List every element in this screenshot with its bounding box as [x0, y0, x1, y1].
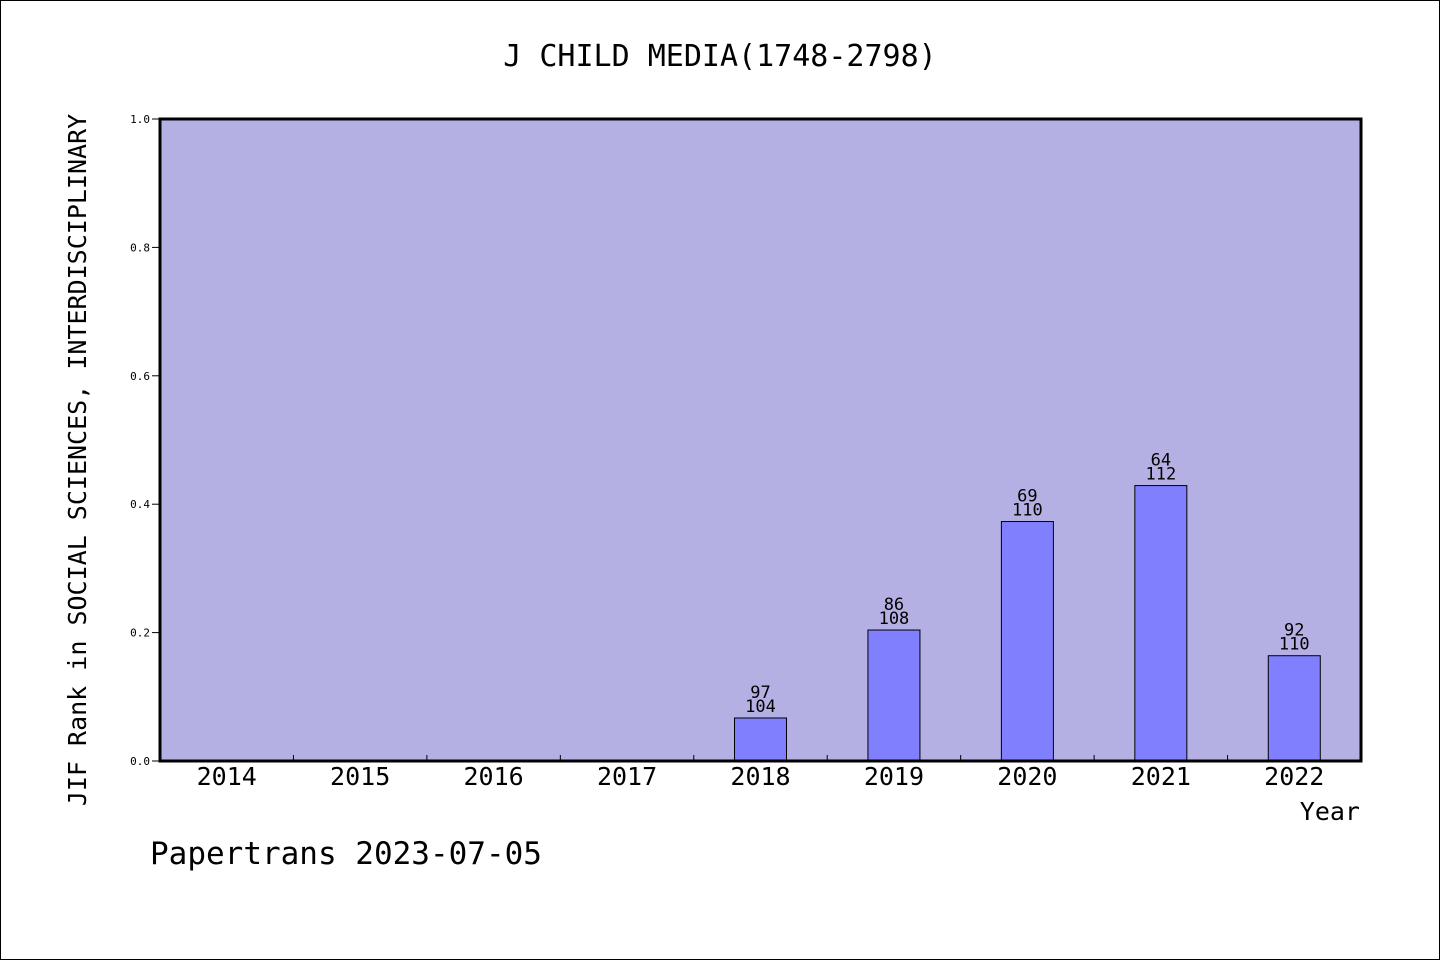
x-tick-label: 2018: [730, 762, 790, 791]
x-tick-label: 2014: [197, 762, 257, 791]
x-ticks-layer: 2014 2015 2016 2017 2018 2019 2020 2021 2022: [197, 755, 1324, 791]
plot-border: [158, 117, 1363, 763]
x-tick-label: 2016: [464, 762, 524, 791]
y-tick-label: 0.8: [130, 241, 150, 254]
y-axis-label: JIF Rank in SOCIAL SCIENCES, INTERDISCIP…: [63, 114, 92, 806]
bar-rank-label: 92: [1284, 621, 1304, 641]
chart-title: J CHILD MEDIA(1748-2798): [503, 39, 936, 74]
bars-layer: [734, 485, 1321, 762]
bar-2022: [1267, 655, 1321, 762]
x-tick-label: 2019: [864, 762, 924, 791]
bar-rank-label: 69: [1017, 487, 1037, 507]
y-tick-label: 0.4: [130, 498, 150, 511]
bar-2018: [734, 717, 787, 762]
bar-2019: [867, 629, 921, 762]
bar-total-label: 110: [1279, 635, 1310, 655]
x-tick-label: 2015: [330, 762, 390, 791]
y-tick-label: 1.0: [130, 113, 150, 126]
x-tick-label: 2017: [597, 762, 657, 791]
bar-total-label: 112: [1145, 465, 1176, 485]
bar-rank-label: 86: [884, 595, 904, 615]
bar-total-label: 108: [879, 609, 910, 629]
x-tick-label: 2021: [1131, 762, 1191, 791]
x-tick-label: 2020: [997, 762, 1057, 791]
bar-2021: [1134, 485, 1188, 762]
y-tick-label: 0.6: [130, 370, 150, 383]
bar-2020: [1000, 521, 1054, 762]
x-tick-label: 2022: [1264, 762, 1324, 791]
bar-rank-label: 64: [1151, 451, 1171, 471]
y-tick-label: 0.2: [130, 627, 150, 640]
y-tick-label: 0.0: [130, 755, 150, 768]
bar-total-label: 104: [745, 697, 776, 717]
y-ticks-layer: 0.0 0.2 0.4 0.6 0.8 1.0: [130, 113, 160, 768]
bar-rank-label: 97: [750, 683, 770, 703]
bar-total-label: 110: [1012, 501, 1043, 521]
watermark-text: Papertrans 2023-07-05: [150, 836, 542, 872]
x-axis-label: Year: [1300, 797, 1360, 826]
